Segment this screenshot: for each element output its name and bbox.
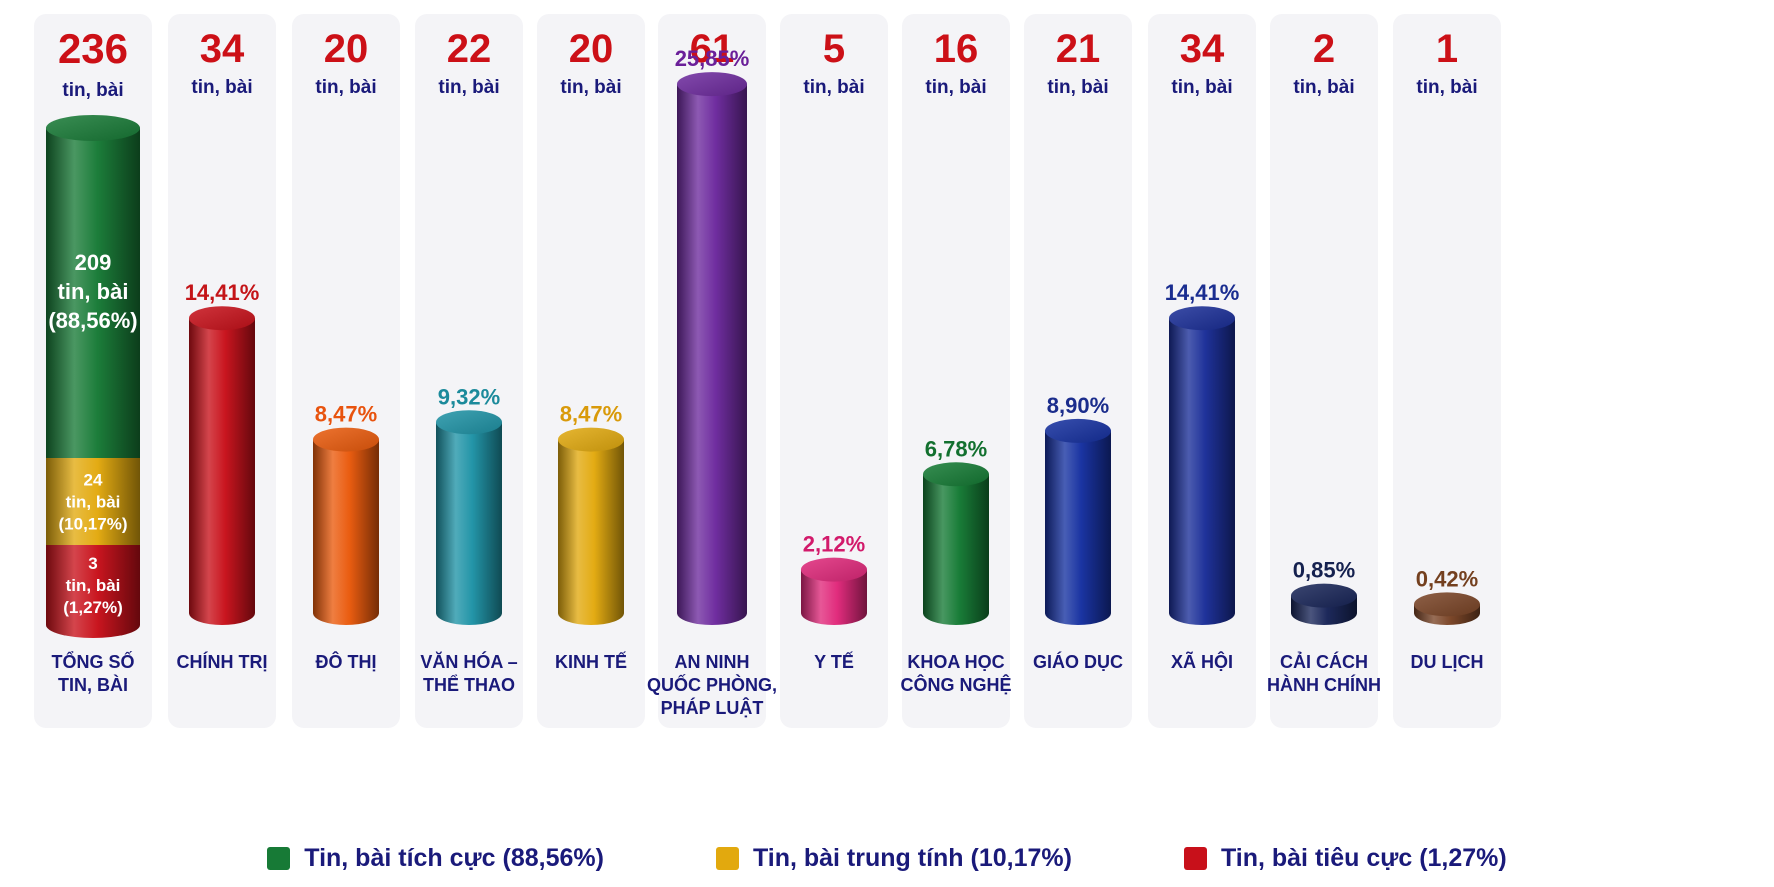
unit-label: tin, bài (191, 77, 252, 98)
count-label: 34 (200, 27, 245, 71)
category-label: THỂ THAO (423, 674, 515, 695)
column-panel (1270, 14, 1378, 728)
bar (1169, 318, 1235, 625)
category-label: HÀNH CHÍNH (1267, 674, 1381, 695)
stack-unit: tin, bài (58, 279, 129, 304)
category-label: CHÍNH TRỊ (177, 651, 268, 672)
unit-label: tin, bài (1171, 77, 1232, 98)
category-label: QUỐC PHÒNG, (647, 674, 777, 695)
count-label: 1 (1436, 27, 1458, 71)
column-panel (780, 14, 888, 728)
percent-label: 2,12% (803, 532, 865, 557)
percent-label: 8,47% (315, 402, 377, 427)
unit-label: tin, bài (1047, 77, 1108, 98)
legend-swatch-positive (267, 846, 291, 870)
percent-label: 0,85% (1293, 558, 1355, 583)
legend-label-negative: Tin, bài tiêu cực (1,27%) (1220, 843, 1507, 872)
bar (436, 422, 502, 625)
legend-label-positive: Tin, bài tích cực (88,56%) (304, 843, 604, 872)
category-label: CẢI CÁCH (1280, 651, 1368, 672)
category-label: KHOA HỌC (907, 652, 1004, 672)
count-label: 34 (1180, 27, 1225, 71)
count-label: 236 (58, 25, 128, 72)
bar-cap (923, 462, 989, 487)
category-label: TỔNG SỐ (51, 651, 134, 672)
percent-label: 9,32% (438, 384, 500, 409)
count-label: 5 (823, 27, 845, 71)
bar-cap (1169, 306, 1235, 331)
bar-cap (558, 427, 624, 452)
percent-label: 6,78% (925, 436, 987, 461)
legend-item-negative: Tin, bài tiêu cực (1,27%) (1183, 843, 1507, 873)
percent-label: 8,47% (560, 402, 622, 427)
count-label: 20 (324, 27, 369, 71)
unit-label: tin, bài (560, 77, 621, 98)
category-label: DU LỊCH (1411, 652, 1484, 672)
category-label: CÔNG NGHỆ (900, 674, 1011, 695)
unit-label: tin, bài (925, 77, 986, 98)
percent-label: 14,41% (1165, 280, 1240, 305)
count-label: 21 (1056, 27, 1101, 71)
count-label: 22 (447, 27, 492, 71)
stack-unit: tin, bài (66, 576, 121, 595)
count-label: 61 (690, 27, 735, 71)
legend-item-positive: Tin, bài tích cực (88,56%) (267, 844, 604, 873)
stack-percent: (1,27%) (63, 598, 123, 617)
bar-cap (1291, 583, 1357, 608)
category-label: ĐÔ THỊ (316, 651, 377, 672)
percent-label: 14,41% (185, 280, 260, 305)
bar-cap (436, 410, 502, 435)
legend-swatch-neutral (715, 846, 739, 870)
bar-cap (801, 557, 867, 582)
bar (923, 474, 989, 625)
percent-label: 8,90% (1047, 393, 1109, 418)
unit-label: tin, bài (1416, 77, 1477, 98)
legend-swatch-negative (1183, 846, 1207, 870)
category-label: AN NINH (675, 652, 750, 672)
bar (677, 84, 747, 625)
legend: Tin, bài tích cực (88,56%) Tin, bài trun… (0, 838, 1774, 878)
unit-label: tin, bài (62, 80, 123, 101)
bar-cap (1414, 592, 1480, 617)
category-label: TIN, BÀI (58, 674, 128, 695)
count-label: 16 (934, 27, 979, 71)
bar-cap (1045, 418, 1111, 443)
bar-cap (189, 306, 255, 331)
stack-segment (46, 128, 140, 471)
category-label: KINH TẾ (555, 651, 627, 672)
category-label: Y TẾ (814, 651, 854, 672)
bar (1045, 430, 1111, 625)
bar-cap (677, 72, 747, 97)
legend-label-neutral: Tin, bài trung tính (10,17%) (752, 843, 1072, 872)
column-panel (1393, 14, 1501, 728)
category-label: PHÁP LUẬT (661, 697, 764, 718)
legend-item-neutral: Tin, bài trung tính (10,17%) (715, 843, 1072, 873)
bar (558, 439, 624, 625)
stack-cap (46, 115, 140, 141)
category-label: GIÁO DỤC (1033, 651, 1123, 672)
stack-percent: (10,17%) (59, 515, 128, 534)
category-label: VĂN HÓA – (420, 651, 517, 672)
count-label: 20 (569, 27, 614, 71)
unit-label: tin, bài (803, 77, 864, 98)
stack-count: 3 (88, 554, 97, 573)
percent-label: 0,42% (1416, 566, 1478, 591)
stack-percent: (88,56%) (48, 308, 137, 333)
bar (801, 569, 867, 625)
unit-label: tin, bài (1293, 77, 1354, 98)
stack-count: 209 (75, 250, 112, 275)
stack-segment (46, 545, 140, 638)
percent-label: 25,85% (675, 46, 750, 71)
unit-label: tin, bài (315, 77, 376, 98)
bar (313, 439, 379, 625)
stack-count: 24 (84, 471, 103, 490)
category-label: XÃ HỘI (1171, 651, 1233, 672)
bar (189, 318, 255, 625)
unit-label: tin, bài (438, 77, 499, 98)
bar-cap (313, 427, 379, 452)
count-label: 2 (1313, 27, 1335, 71)
stack-unit: tin, bài (66, 493, 121, 512)
stack-segment (46, 458, 140, 558)
